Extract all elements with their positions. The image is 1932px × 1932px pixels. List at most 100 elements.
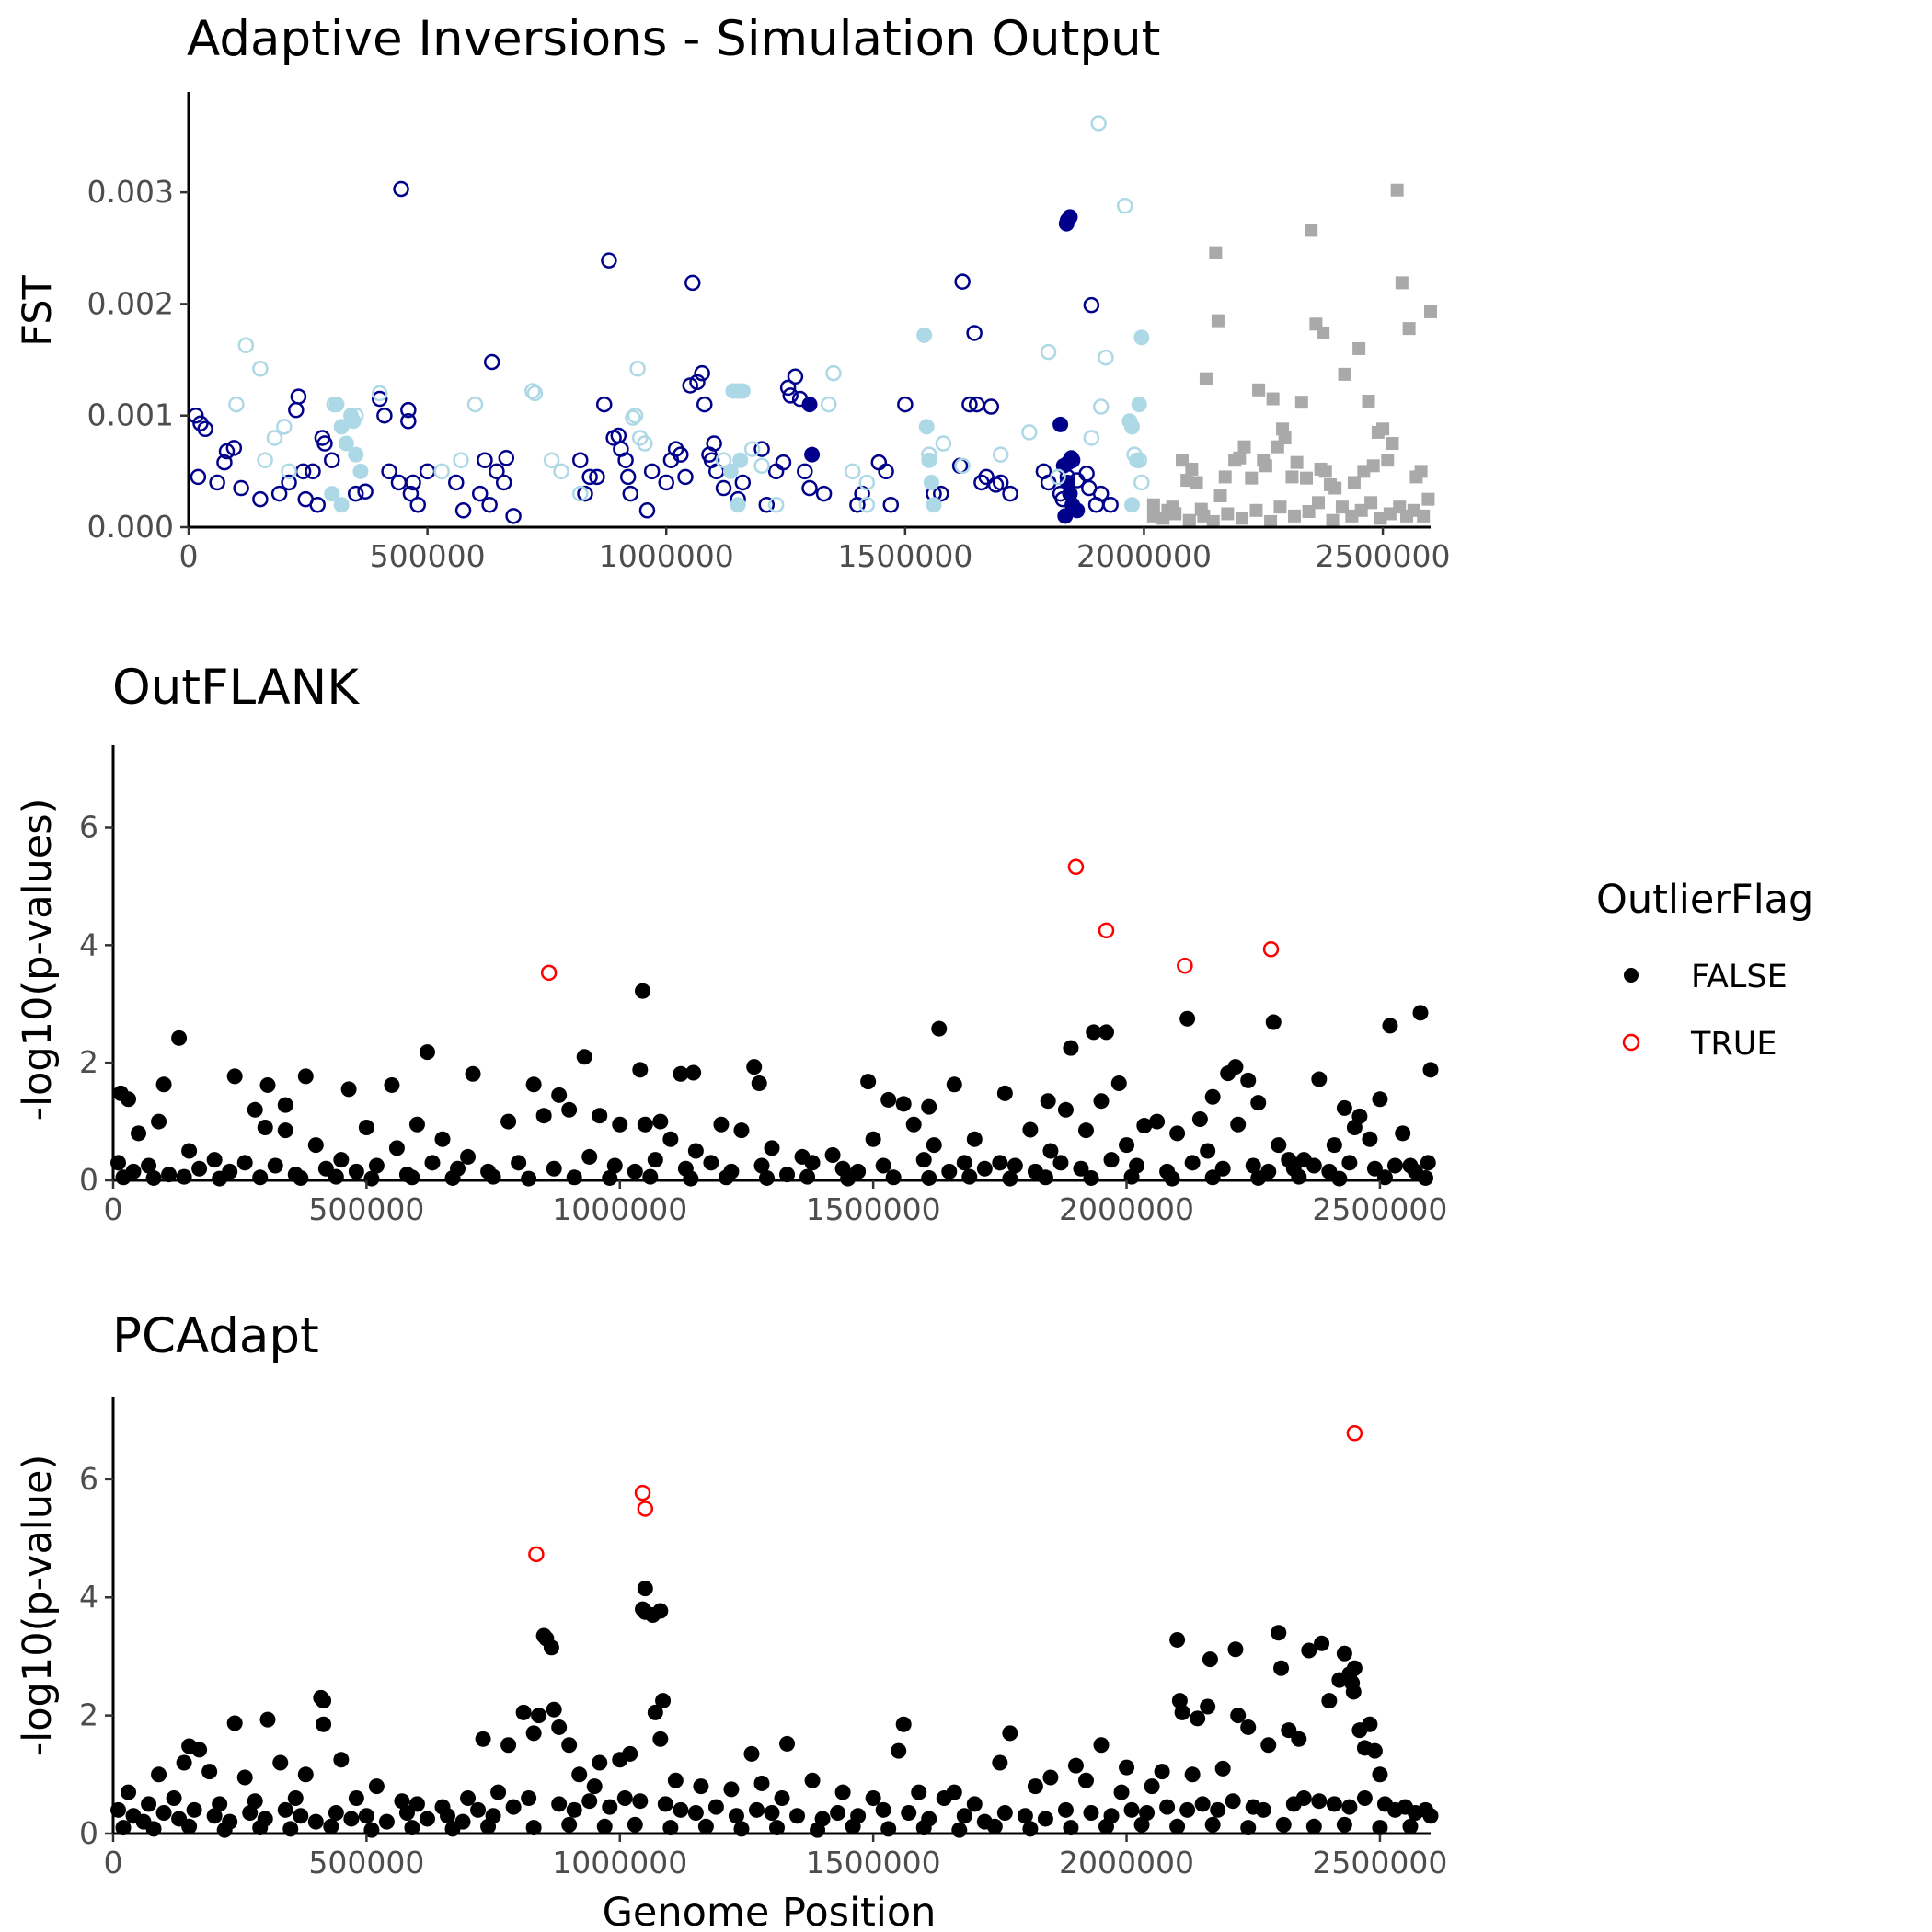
fst-point-s0-39 xyxy=(483,353,500,371)
fst-point-s0-55 xyxy=(622,485,639,502)
legend-label-false: FALSE xyxy=(1691,959,1788,995)
fst-point-s3-24 xyxy=(926,497,942,513)
pcadapt-point-s0-93 xyxy=(693,1778,709,1795)
fst-point-s2-34 xyxy=(1040,343,1057,361)
fst-point-s0-101 xyxy=(992,474,1009,491)
pcadapt-point-s1-3 xyxy=(1346,1425,1363,1442)
fst-point-s0-74 xyxy=(734,474,752,491)
fst-point-s4-10 xyxy=(1211,314,1225,328)
fst-point-s2-18 xyxy=(627,407,644,424)
pcadapt-point-s0-186 xyxy=(252,1820,269,1836)
pcadapt-point-s0-134 xyxy=(566,1801,582,1818)
pcadapt-point-s0-73 xyxy=(1362,1716,1378,1732)
outflank-point-s0-72 xyxy=(637,1116,653,1133)
fst-point-s0-2 xyxy=(197,420,213,438)
pcadapt-x-tick-label: 2000000 xyxy=(1059,1845,1194,1880)
fst-point-s0-22 xyxy=(357,483,374,500)
fst-point-s4-0 xyxy=(1146,498,1160,512)
pcadapt-point-s0-23 xyxy=(543,1639,559,1656)
fst-point-s4-17 xyxy=(1252,383,1266,397)
pcadapt-point-s0-156 xyxy=(1017,1808,1033,1824)
fst-point-s4-78 xyxy=(1417,509,1431,523)
fst-point-s1-1 xyxy=(804,446,821,463)
outflank-point-s0-174 xyxy=(885,1169,902,1186)
pcadapt-point-s0-210 xyxy=(1133,1816,1150,1833)
pcadapt-point-s0-3 xyxy=(226,1715,243,1731)
pcadapt-axes: 0 2 4 6 0 500000 1000000 1500000 2000000 2500000 xyxy=(79,1397,1447,1880)
outflank-point-s0-60 xyxy=(307,1137,324,1154)
fst-point-s4-55 xyxy=(1156,512,1170,525)
fst-point-s0-13 xyxy=(290,388,307,405)
fst-point-s4-51 xyxy=(1424,305,1437,318)
pcadapt-point-s0-138 xyxy=(632,1793,649,1810)
pcadapt-point-s0-161 xyxy=(1123,1801,1140,1818)
fst-point-s2-28 xyxy=(858,474,876,491)
outflank-point-s0-101 xyxy=(141,1157,157,1174)
outflank-x-tick-label: 1500000 xyxy=(806,1191,941,1227)
outflank-point-s0-7 xyxy=(419,1044,435,1061)
outflank-point-s0-11 xyxy=(635,983,651,999)
outflank-point-s0-30 xyxy=(1098,1024,1115,1041)
outflank-point-s0-9 xyxy=(525,1076,542,1093)
fst-point-s3-12 xyxy=(916,327,933,343)
pcadapt-point-s0-97 xyxy=(490,1784,507,1800)
outflank-point-s0-103 xyxy=(191,1160,208,1177)
fst-point-s2-16 xyxy=(553,463,569,480)
outflank-point-s0-68 xyxy=(551,1087,568,1103)
outflank-point-s0-56 xyxy=(206,1152,223,1168)
pcadapt-point-s0-126 xyxy=(419,1811,435,1827)
outflank-point-s1-1 xyxy=(1067,858,1085,876)
fst-point-s3-13 xyxy=(918,419,935,435)
outflank-point-s0-46 xyxy=(1382,1018,1398,1034)
outflank-panel-title: OutFLANK xyxy=(112,660,360,716)
pcadapt-point-s0-174 xyxy=(1341,1799,1358,1815)
fst-point-s1-5 xyxy=(1058,215,1075,232)
outflank-point-s0-28 xyxy=(1086,1024,1102,1041)
pcadapt-panel-title: PCAdapt xyxy=(112,1308,319,1364)
fst-point-s1-12 xyxy=(1057,508,1074,524)
pcadapt-point-s0-136 xyxy=(602,1799,618,1815)
pcadapt-point-s0-33 xyxy=(655,1693,672,1709)
fst-point-s4-11 xyxy=(1213,489,1227,503)
pcadapt-point-s0-129 xyxy=(470,1801,487,1818)
pcadapt-point-s0-127 xyxy=(440,1808,456,1824)
pcadapt-point-s0-19 xyxy=(525,1725,542,1742)
pcadapt-point-s0-26 xyxy=(561,1737,578,1754)
outflank-point-s0-45 xyxy=(1372,1091,1388,1108)
pcadapt-point-s0-98 xyxy=(460,1789,477,1806)
fst-point-s4-62 xyxy=(1249,503,1263,517)
pcadapt-point-s0-66 xyxy=(1336,1645,1352,1662)
pcadapt-point-s0-120 xyxy=(307,1813,324,1830)
pcadapt-point-s0-122 xyxy=(343,1811,360,1827)
pcadapt-point-s0-146 xyxy=(789,1808,806,1824)
pcadapt-point-s0-89 xyxy=(804,1772,821,1788)
fst-point-s2-21 xyxy=(637,435,653,452)
outflank-point-s0-18 xyxy=(860,1074,877,1090)
pcadapt-point-s0-50 xyxy=(1169,1631,1186,1648)
outflank-point-s0-179 xyxy=(1083,1169,1099,1186)
pcadapt-point-s0-133 xyxy=(551,1796,568,1812)
pcadapt-point-s0-83 xyxy=(1027,1778,1043,1795)
outflank-point-s0-149 xyxy=(1341,1155,1358,1171)
pcadapt-point-s0-196 xyxy=(627,1816,643,1833)
pcadapt-point-s0-78 xyxy=(1214,1760,1231,1777)
fst-y-axis-label: FST xyxy=(15,275,61,347)
fst-point-s4-36 xyxy=(1347,476,1361,489)
fst-point-s2-22 xyxy=(715,452,732,468)
pcadapt-point-s0-164 xyxy=(1179,1801,1196,1818)
fst-point-s2-35 xyxy=(1050,468,1066,486)
fst-point-s0-4 xyxy=(209,474,225,491)
fst-point-s0-112 xyxy=(1083,296,1100,314)
fst-point-s4-56 xyxy=(1168,507,1182,521)
pcadapt-point-s0-56 xyxy=(1227,1641,1244,1658)
pcadapt-point-s0-217 xyxy=(1372,1820,1388,1836)
fst-point-s2-9 xyxy=(371,385,388,402)
pcadapt-point-s0-100 xyxy=(408,1796,425,1812)
fst-point-s0-42 xyxy=(498,450,515,466)
outflank-point-s0-77 xyxy=(733,1122,750,1139)
outflank-point-s0-66 xyxy=(500,1113,517,1130)
fst-point-s1-2 xyxy=(1052,416,1069,432)
fst-y-tick-label: 0.002 xyxy=(87,285,174,321)
pcadapt-y-axis-label: -log10(p-value) xyxy=(15,1455,61,1756)
pcadapt-point-s0-213 xyxy=(1240,1820,1257,1836)
